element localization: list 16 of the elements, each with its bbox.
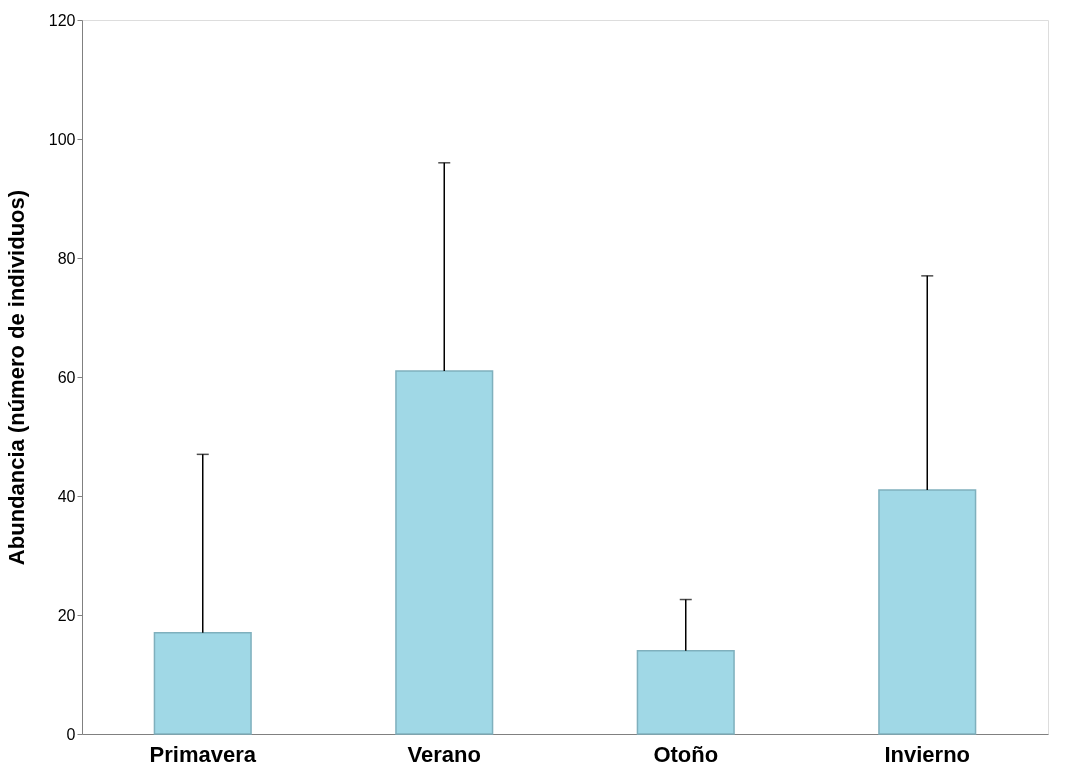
y-tick-label: 100 — [48, 130, 76, 148]
bar — [878, 489, 977, 735]
x-tick-label: Invierno — [884, 741, 971, 767]
y-tick-label: 120 — [48, 11, 76, 29]
y-tick-label: 20 — [57, 606, 76, 624]
x-tick-label: Verano — [407, 741, 481, 767]
y-tick-label: 40 — [57, 487, 76, 505]
bar — [153, 632, 252, 735]
bar — [636, 649, 735, 735]
y-tick-label: 0 — [66, 725, 76, 743]
y-tick-label: 80 — [57, 249, 76, 267]
x-tick-label: Primavera — [149, 741, 257, 767]
y-tick-label: 60 — [57, 368, 76, 386]
bar — [395, 370, 494, 735]
y-axis-title: Abundancia (número de individuos) — [3, 189, 29, 566]
x-tick-label: Otoño — [653, 741, 719, 767]
